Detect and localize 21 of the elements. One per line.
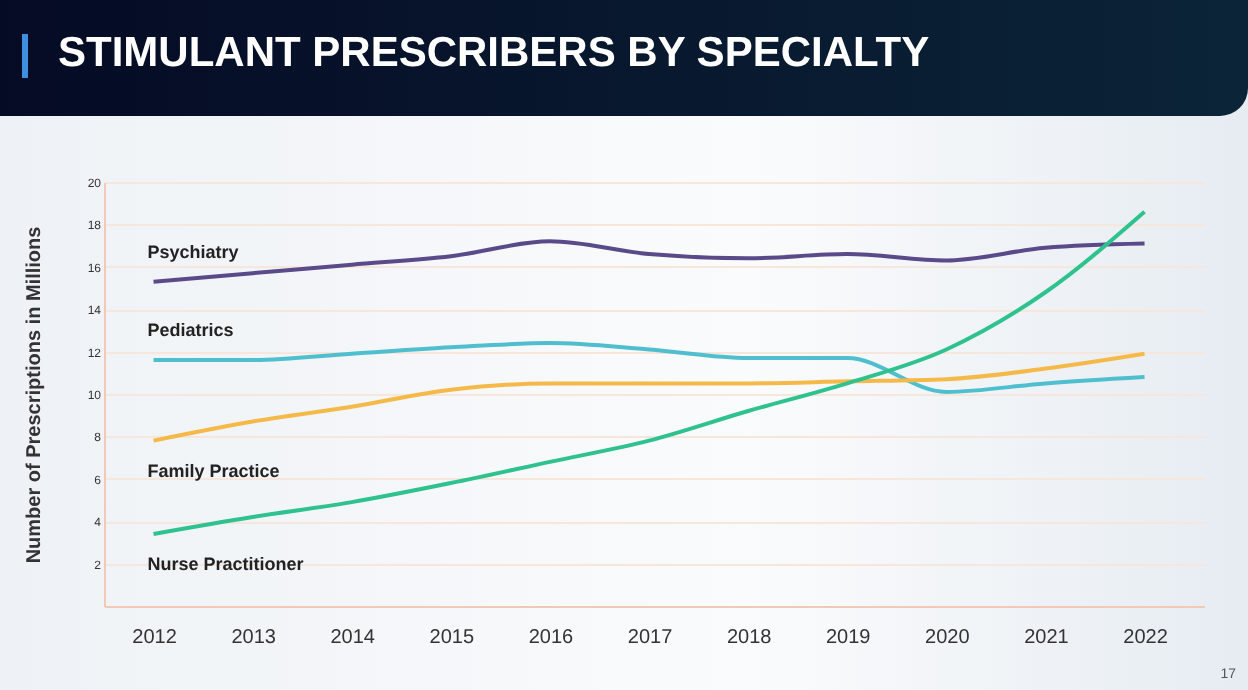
y-axis-title: Number of Prescriptions in Millions — [23, 225, 46, 564]
line-series — [151, 351, 1147, 443]
line-series — [151, 341, 1147, 394]
x-tick-label: 2019 — [825, 627, 872, 649]
x-tick-label: 2018 — [726, 627, 773, 649]
x-tick-label: 2013 — [231, 627, 277, 649]
x-tick-label: 2012 — [132, 627, 178, 649]
x-tick-label: 2020 — [925, 627, 971, 649]
x-tick-label: 2015 — [429, 627, 475, 649]
x-tick-label: 2022 — [1123, 627, 1169, 649]
series-label: Family Practice — [147, 460, 280, 481]
series-label: Pediatrics — [147, 320, 234, 341]
line-series — [151, 239, 1147, 284]
line-series — [151, 209, 1147, 536]
x-tick-label: 2017 — [627, 627, 674, 649]
series-label: Nurse Practitioner — [147, 553, 305, 574]
x-tick-label: 2016 — [528, 627, 575, 649]
chart-title: STIMULANT PRESCRIBERS BY SPECIALTY — [58, 30, 930, 78]
x-tick-label: 2021 — [1024, 627, 1070, 649]
x-tick-label: 2014 — [330, 627, 376, 649]
series-label: Psychiatry — [147, 241, 239, 262]
